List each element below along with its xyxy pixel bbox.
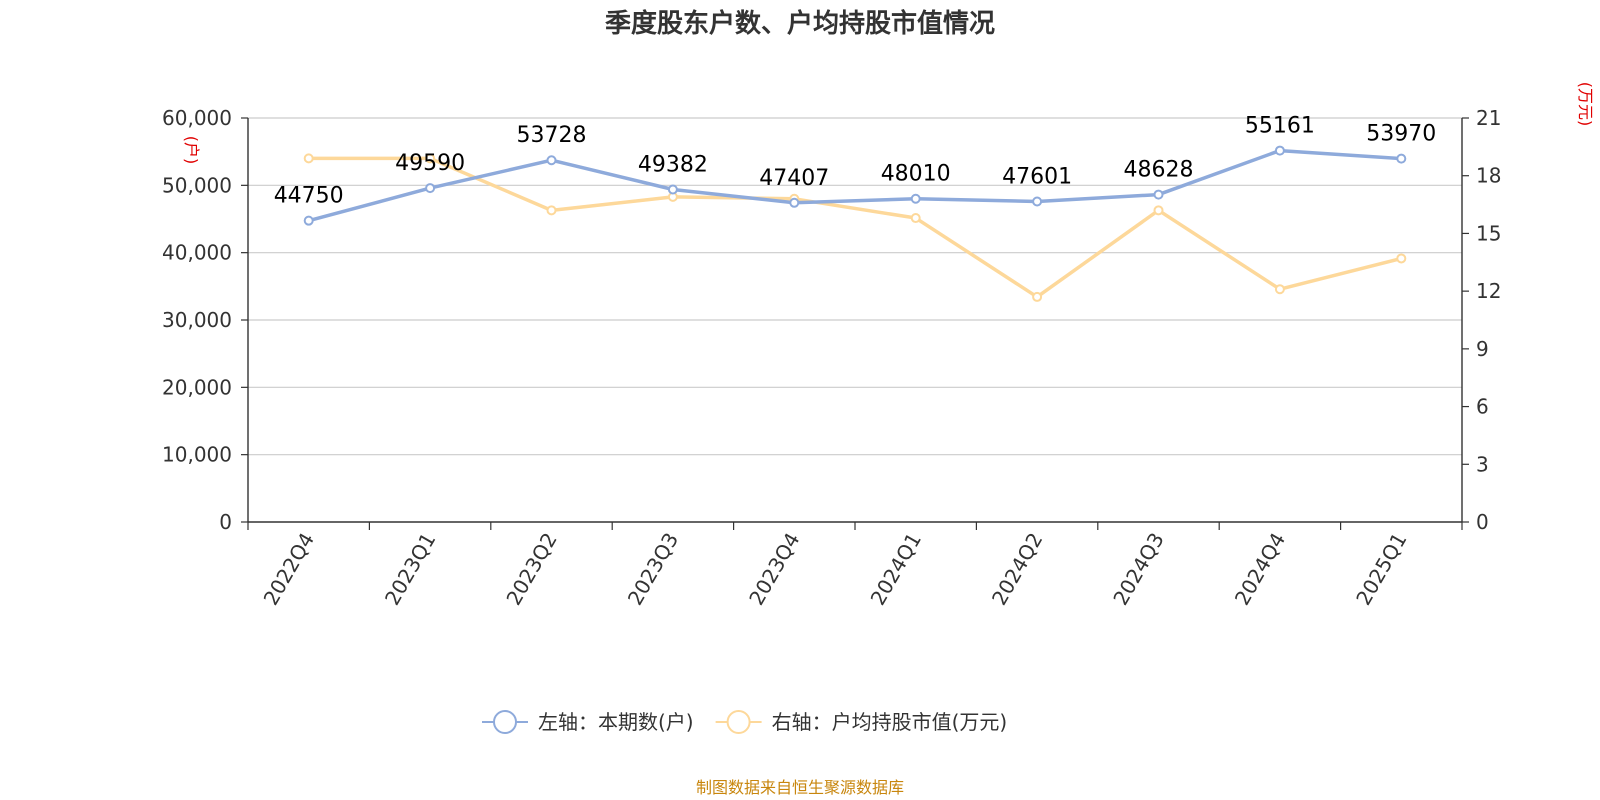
legend-marker (493, 710, 517, 734)
data-point (1032, 291, 1043, 302)
data-point (1032, 196, 1043, 207)
data-point (1153, 205, 1164, 216)
legend-label: 左轴：本期数(户) (538, 710, 694, 734)
data-point (910, 193, 921, 204)
data-point (1274, 145, 1285, 156)
x-axis-tick-label: 2023Q4 (744, 529, 804, 610)
data-point (425, 183, 436, 194)
data-point (303, 153, 314, 164)
data-point (1396, 253, 1407, 264)
x-axis-tick-label: 2024Q4 (1230, 529, 1290, 610)
data-label: 48628 (1124, 158, 1194, 183)
data-label: 53728 (517, 123, 587, 148)
legend-marker (726, 710, 751, 734)
right-axis-tick-label: 15 (1476, 221, 1501, 245)
right-axis-unit: (万元) (1576, 82, 1595, 127)
right-axis-tick-label: 6 (1476, 395, 1489, 419)
data-point (910, 213, 921, 224)
data-label: 44750 (274, 184, 344, 209)
series-layer: 44750 49590 53728 49382 47407 48010 47601 48628… (274, 114, 1436, 302)
grid (248, 117, 1462, 456)
left-axis-tick-label: 20,000 (162, 375, 232, 399)
left-axis-tick-label: 30,000 (162, 308, 232, 332)
left-axis-tick-label: 50,000 (162, 173, 232, 197)
right-axis-tick-label: 9 (1476, 337, 1489, 361)
x-axis-tick-label: 2024Q1 (866, 529, 926, 610)
data-point (546, 205, 557, 216)
left-axis-tick-label: 10,000 (162, 443, 232, 467)
x-axis-tick-label: 2024Q3 (1108, 529, 1168, 610)
axes: 0 10,000 20,000 30,000 40,000 50,000 60,000 0 3 6… (162, 106, 1501, 609)
legend-label: 右轴：户均持股市值(万元) (772, 710, 1008, 734)
data-point (789, 197, 800, 208)
data-label: 48010 (881, 162, 951, 187)
left-axis-tick-label: 0 (219, 510, 232, 534)
right-axis-tick-label: 21 (1476, 106, 1501, 130)
x-axis-tick-label: 2023Q1 (380, 529, 440, 610)
data-label: 55161 (1245, 114, 1315, 139)
data-point (425, 153, 436, 164)
x-axis-tick-label: 2025Q1 (1351, 529, 1411, 610)
data-point (667, 184, 678, 195)
right-axis-tick-label: 18 (1476, 164, 1501, 188)
data-point (1274, 284, 1285, 295)
series-line (308, 156, 1402, 299)
data-label: 47407 (759, 166, 829, 191)
data-point (1153, 189, 1164, 200)
left-axis-unit: (户) (182, 136, 201, 165)
legend: 左轴：本期数(户) 右轴：户均持股市值(万元) (482, 710, 1007, 734)
chart-title: 季度股东户数、户均持股市值情况 (605, 8, 995, 39)
right-axis-tick-label: 3 (1476, 452, 1489, 476)
x-axis-tick-label: 2023Q2 (501, 529, 561, 610)
right-axis-tick-label: 0 (1476, 510, 1489, 534)
left-axis-tick-label: 40,000 (162, 241, 232, 265)
left-axis-tick-label: 60,000 (162, 106, 232, 130)
series-line (308, 148, 1402, 223)
data-point (1396, 153, 1407, 164)
x-axis-tick-label: 2024Q2 (987, 529, 1047, 610)
data-point (303, 215, 314, 226)
right-axis-tick-label: 12 (1476, 279, 1501, 303)
data-label: 49590 (395, 151, 465, 176)
data-point (546, 155, 557, 166)
x-axis-tick-label: 2023Q3 (623, 529, 683, 610)
data-label: 53970 (1366, 122, 1436, 147)
source-note: 制图数据来自恒生聚源数据库 (696, 778, 904, 797)
data-label: 49382 (638, 152, 708, 177)
data-label: 47601 (1002, 164, 1072, 189)
x-axis-tick-label: 2022Q4 (259, 529, 319, 610)
